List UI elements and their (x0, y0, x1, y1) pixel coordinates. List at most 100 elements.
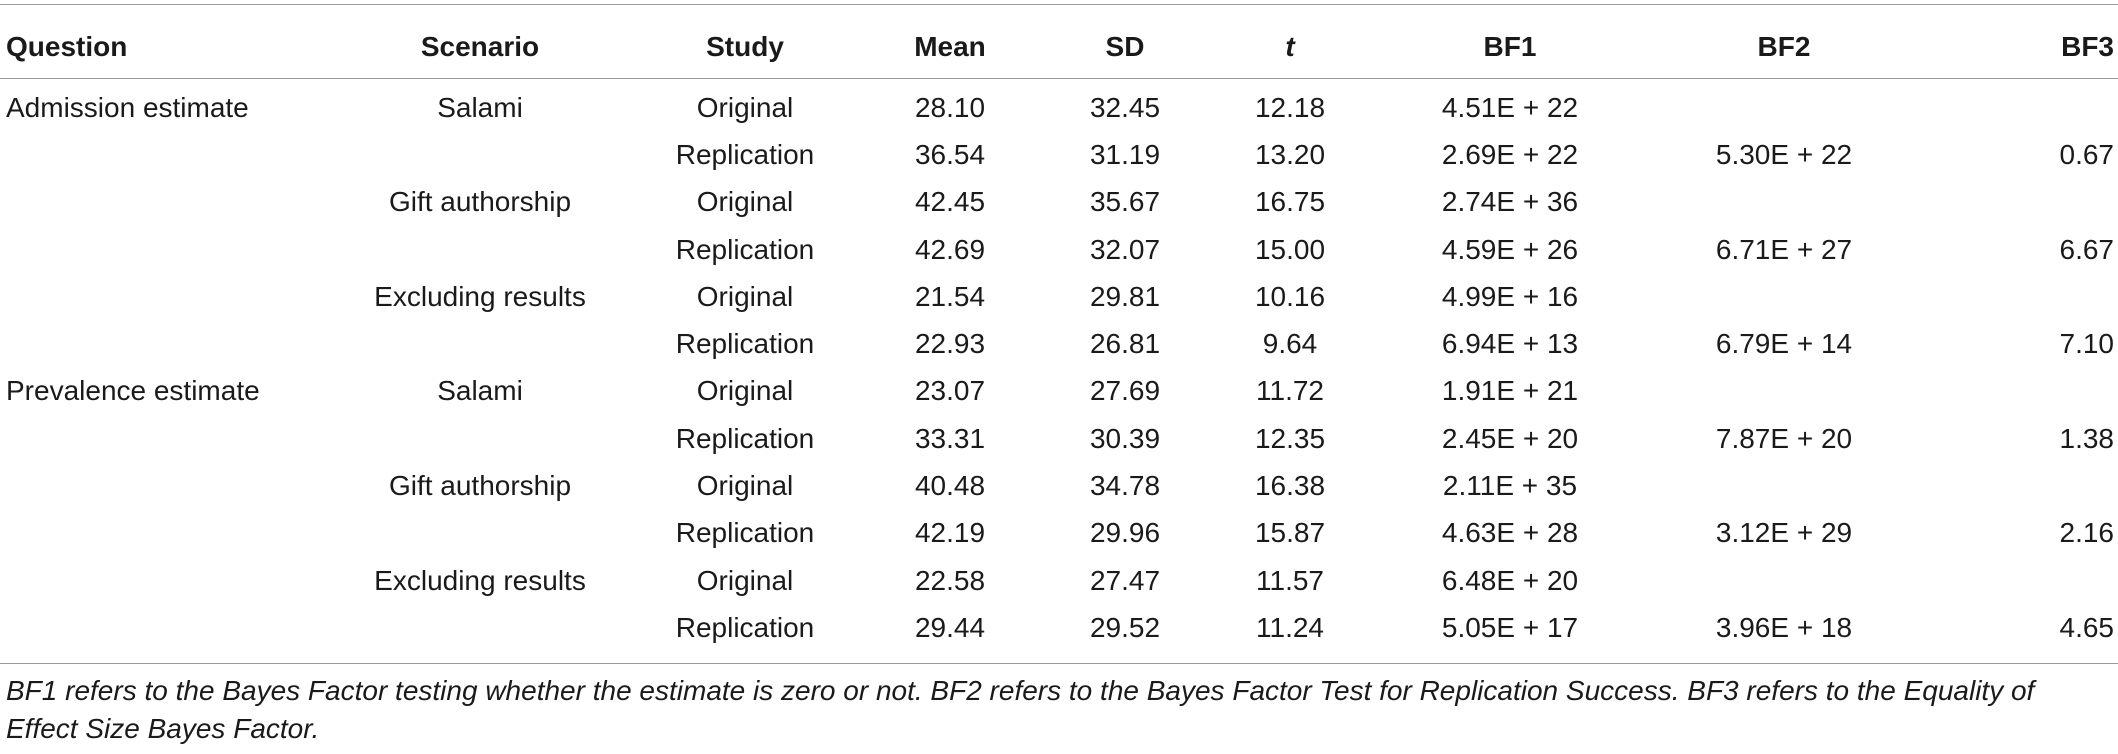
cell-study: Replication (675, 233, 815, 265)
cell-mean: 28.10 (914, 91, 986, 123)
cell-bf1: 4.59E + 26 (1441, 233, 1579, 265)
cell-bf2: 5.30E + 22 (1715, 138, 1853, 170)
top-rule (0, 4, 2118, 5)
cell-bf3 (1918, 557, 2118, 604)
cell-study: Original (696, 280, 794, 312)
cell-scenario: Excluding results (374, 280, 586, 312)
cell-scenario (330, 604, 630, 651)
table-footnote: BF1 refers to the Bayes Factor testing w… (6, 675, 2035, 744)
cell-bf3: 2.16 (2059, 517, 2115, 549)
col-header-t: t (1285, 31, 1295, 62)
cell-question (0, 510, 330, 557)
cell-question (0, 462, 330, 509)
col-header-sd: SD (1105, 31, 1145, 62)
cell-bf1: 5.05E + 17 (1441, 611, 1579, 643)
cell-scenario (330, 320, 630, 367)
cell-bf1: 4.51E + 22 (1441, 91, 1579, 123)
cell-scenario: Gift authorship (388, 470, 572, 502)
table-row: Prevalence estimate Salami Original 23.07 27… (0, 368, 2118, 415)
cell-question (0, 415, 330, 462)
cell-bf1: 4.63E + 28 (1441, 517, 1579, 549)
cell-t: 11.72 (1256, 375, 1324, 407)
table-row: Gift authorship Original 42.45 35.67 16.75 2.… (0, 179, 2118, 226)
cell-scenario (330, 226, 630, 273)
cell-question: Admission estimate (6, 91, 249, 123)
cell-mean: 33.31 (914, 422, 986, 454)
cell-t: 11.57 (1256, 564, 1324, 596)
cell-sd: 32.07 (1089, 233, 1161, 265)
cell-bf3 (1918, 84, 2118, 131)
cell-question: Prevalence estimate (6, 375, 260, 407)
cell-bf3: 6.67 (2059, 233, 2115, 265)
cell-bf1: 2.69E + 22 (1441, 138, 1579, 170)
cell-t: 16.38 (1254, 470, 1326, 502)
col-header-mean: Mean (914, 31, 986, 62)
cell-sd: 32.45 (1089, 91, 1161, 123)
cell-sd: 35.67 (1089, 186, 1161, 218)
cell-scenario: Salami (437, 375, 523, 407)
cell-question (0, 557, 330, 604)
col-header-bf2: BF2 (1757, 31, 1811, 62)
table-row: Replication 29.44 29.52 11.24 5.05E + 17 3.96… (0, 604, 2118, 651)
cell-mean: 36.54 (914, 138, 986, 170)
cell-mean: 42.19 (914, 517, 986, 549)
cell-bf3 (1918, 179, 2118, 226)
table-row: Replication 36.54 31.19 13.20 2.69E + 22 5.30… (0, 131, 2118, 178)
cell-study: Original (696, 470, 794, 502)
cell-mean: 29.44 (914, 611, 986, 643)
cell-bf1: 2.74E + 36 (1441, 186, 1579, 218)
cell-scenario: Excluding results (374, 564, 586, 596)
cell-bf3 (1918, 462, 2118, 509)
table-body: Admission estimate Salami Original 28.10 32.… (0, 84, 2118, 652)
cell-mean: 22.93 (914, 328, 986, 360)
table-row: Replication 33.31 30.39 12.35 2.45E + 20 7.87… (0, 415, 2118, 462)
cell-mean: 21.54 (914, 280, 986, 312)
cell-t: 12.35 (1254, 422, 1326, 454)
cell-t: 12.18 (1254, 91, 1326, 123)
cell-bf1: 1.91E + 21 (1441, 375, 1579, 407)
cell-study: Original (696, 564, 794, 596)
cell-question (0, 131, 330, 178)
cell-sd: 31.19 (1089, 138, 1161, 170)
table-row: Excluding results Original 21.54 29.81 10.16… (0, 273, 2118, 320)
cell-bf2: 7.87E + 20 (1715, 422, 1853, 454)
cell-bf2 (1650, 368, 1918, 415)
cell-scenario (330, 510, 630, 557)
cell-bf3 (1918, 368, 2118, 415)
cell-bf1: 6.94E + 13 (1441, 328, 1579, 360)
cell-bf3: 0.67 (2059, 138, 2115, 170)
cell-mean: 23.07 (914, 375, 986, 407)
cell-study: Replication (675, 517, 815, 549)
cell-sd: 29.96 (1089, 517, 1161, 549)
cell-scenario: Gift authorship (388, 186, 572, 218)
cell-study: Original (696, 91, 794, 123)
table-row: Replication 42.19 29.96 15.87 4.63E + 28 3.12… (0, 510, 2118, 557)
cell-sd: 30.39 (1089, 422, 1161, 454)
col-header-study: Study (706, 31, 784, 62)
bottom-rule (0, 663, 2118, 664)
cell-bf1: 2.11E + 35 (1442, 470, 1578, 502)
cell-bf3: 1.38 (2059, 422, 2115, 454)
table-row: Gift authorship Original 40.48 34.78 16.38 2.… (0, 462, 2118, 509)
cell-t: 10.16 (1254, 280, 1326, 312)
cell-mean: 22.58 (914, 564, 986, 596)
cell-t: 9.64 (1262, 328, 1318, 360)
cell-bf2: 3.96E + 18 (1715, 611, 1853, 643)
cell-study: Replication (675, 328, 815, 360)
cell-bf2 (1650, 273, 1918, 320)
cell-t: 11.24 (1256, 611, 1324, 643)
cell-bf2: 3.12E + 29 (1715, 517, 1853, 549)
cell-t: 15.87 (1254, 517, 1326, 549)
cell-study: Replication (675, 422, 815, 454)
cell-study: Replication (675, 138, 815, 170)
cell-mean: 42.45 (914, 186, 986, 218)
cell-bf3: 4.65 (2059, 611, 2115, 643)
cell-sd: 27.47 (1089, 564, 1161, 596)
cell-t: 13.20 (1254, 138, 1326, 170)
col-header-bf1: BF1 (1483, 31, 1537, 62)
cell-bf1: 2.45E + 20 (1441, 422, 1579, 454)
table-row: Replication 22.93 26.81 9.64 6.94E + 13 6.79E… (0, 320, 2118, 367)
cell-bf1: 4.99E + 16 (1441, 280, 1579, 312)
cell-bf2 (1650, 84, 1918, 131)
cell-bf2 (1650, 179, 1918, 226)
